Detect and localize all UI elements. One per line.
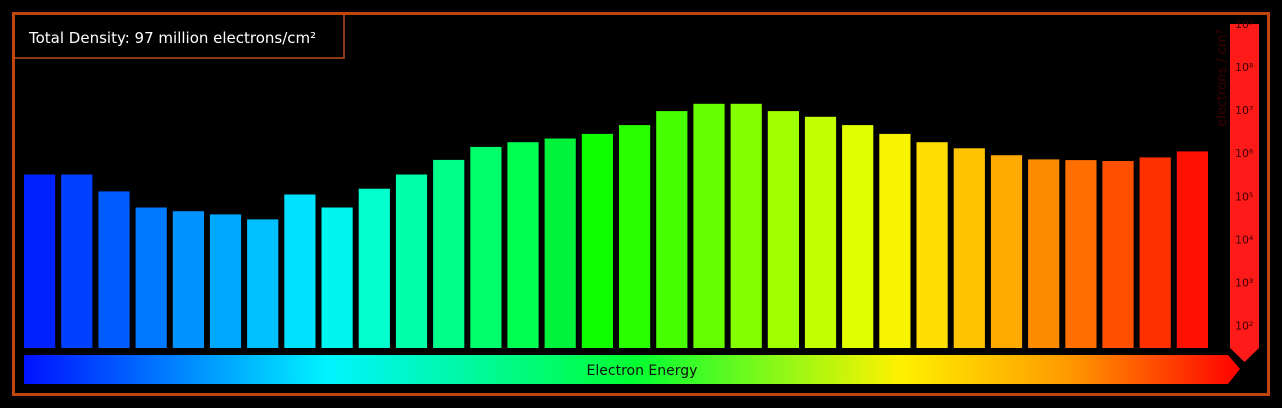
bar-15: [544, 138, 576, 348]
bar-23: [842, 125, 874, 348]
y-tick-label: 10³: [1235, 276, 1253, 289]
bar-31: [1139, 157, 1171, 348]
bar-1: [24, 174, 56, 348]
bar-19: [693, 103, 725, 348]
bar-3: [98, 191, 130, 348]
bar-16: [581, 133, 613, 348]
bar-18: [656, 111, 688, 348]
bar-11: [395, 174, 428, 348]
y-tick-label: 10⁹: [1235, 18, 1253, 31]
bar-5: [172, 211, 204, 348]
bar-2: [61, 174, 93, 348]
energy-axis-arrow: [24, 355, 1240, 384]
y-tick-label: 10⁸: [1235, 61, 1254, 74]
x-axis-label: Electron Energy: [587, 363, 698, 379]
y-tick-label: 10⁵: [1235, 190, 1253, 203]
total-density-label: Total Density: 97 million electrons/cm²: [15, 15, 345, 59]
bar-8: [284, 194, 316, 348]
bar-28: [1028, 159, 1060, 348]
bar-9: [321, 207, 353, 348]
bars-group: [24, 103, 1208, 348]
y-tick-label: 10⁷: [1235, 104, 1253, 117]
bar-14: [507, 142, 539, 348]
bar-29: [1065, 160, 1097, 348]
y-axis-label: electrons / cm²: [1215, 29, 1230, 127]
bar-12: [433, 159, 465, 348]
bar-17: [619, 125, 651, 348]
y-tick-label: 10⁴: [1235, 233, 1254, 246]
bar-26: [953, 148, 985, 348]
bar-21: [767, 111, 799, 348]
bar-10: [358, 188, 390, 348]
bar-22: [804, 116, 837, 348]
bar-30: [1102, 161, 1134, 348]
bar-4: [135, 207, 167, 348]
y-tick-label: 10²: [1235, 320, 1253, 333]
bar-13: [470, 146, 502, 348]
bar-27: [990, 155, 1023, 348]
bar-20: [730, 103, 762, 348]
bar-25: [916, 142, 948, 348]
bar-24: [879, 133, 911, 348]
bar-6: [209, 214, 242, 348]
y-axis-scale-bar: [1230, 24, 1259, 362]
bar-7: [247, 219, 279, 348]
bar-32: [1176, 151, 1208, 348]
y-tick-label: 10⁶: [1235, 147, 1254, 160]
y-axis-ticks: 10² 10³ 10⁴ 10⁵ 10⁶ 10⁷ 10⁸ 10⁹: [1235, 18, 1254, 333]
